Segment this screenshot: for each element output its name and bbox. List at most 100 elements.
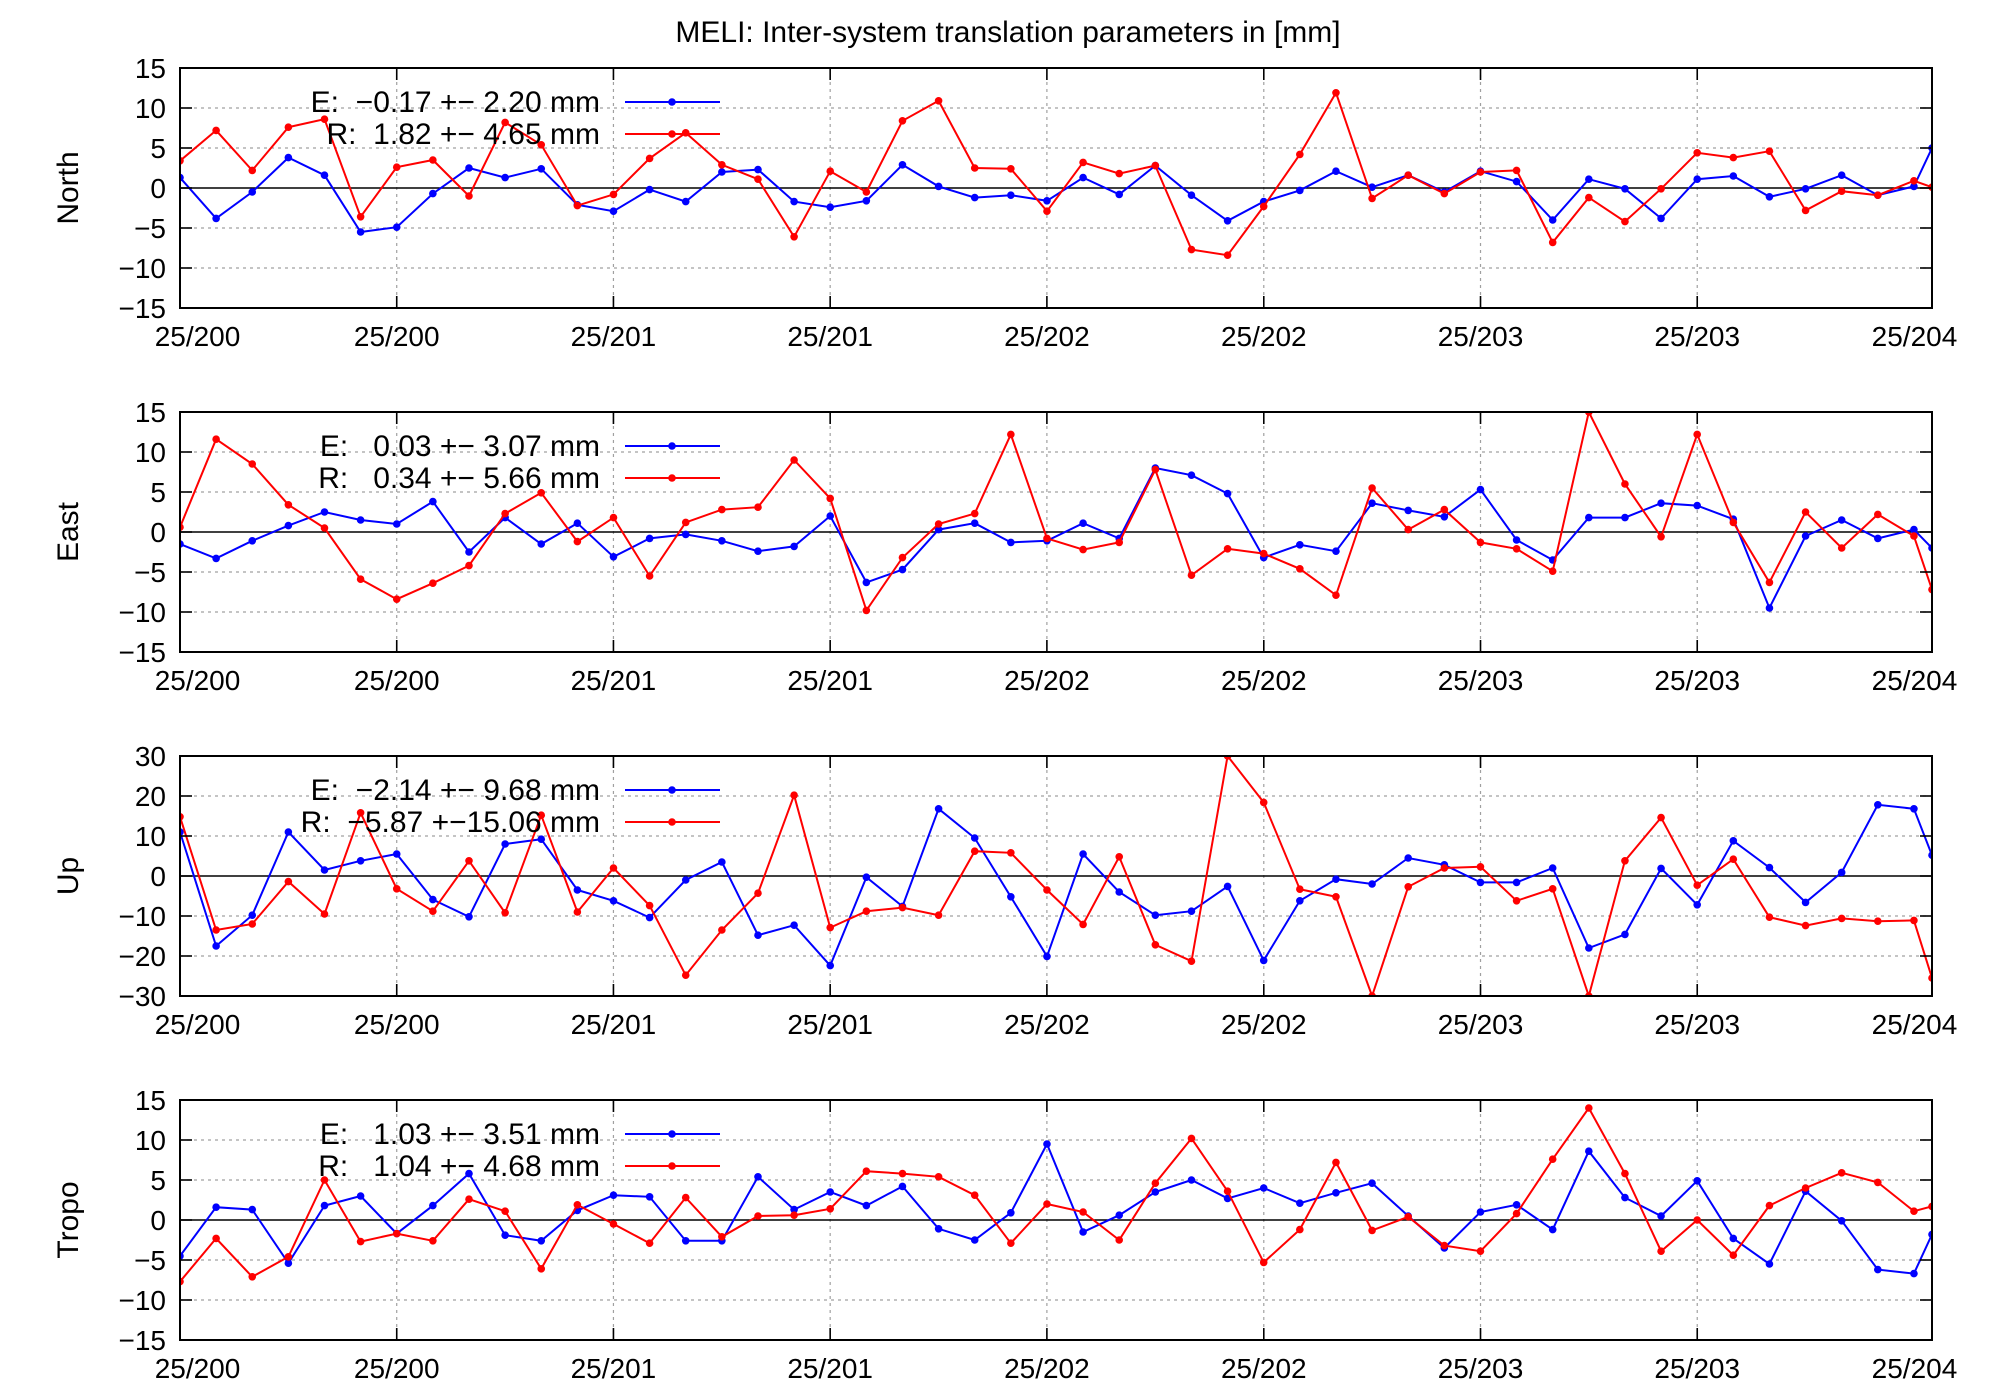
data-point-r [392, 885, 401, 893]
y-tick-label: 0 [150, 861, 166, 892]
data-point-r [1476, 168, 1485, 176]
x-tick-label: 25/204 [1872, 1353, 1958, 1384]
data-point-r [970, 509, 979, 518]
data-point-r [320, 1176, 329, 1184]
y-tick-label: −10 [119, 901, 167, 932]
data-point-e [1801, 898, 1810, 907]
data-point-e [1187, 1176, 1196, 1184]
data-point-e [1693, 501, 1701, 510]
data-point-r [1296, 1225, 1304, 1234]
data-point-r [1332, 893, 1340, 901]
data-point-r [248, 460, 257, 468]
data-point-e [1332, 875, 1340, 883]
data-point-e [1332, 1189, 1340, 1197]
data-point-e [1874, 534, 1882, 543]
data-point-r [898, 903, 907, 912]
data-point-r [862, 907, 871, 915]
y-tick-label: −20 [119, 941, 167, 972]
data-point-e [826, 203, 835, 211]
data-point-r [645, 154, 654, 163]
data-point-e [1837, 868, 1846, 877]
data-point-r [1512, 166, 1521, 175]
data-point-r [970, 164, 979, 172]
data-point-r [1476, 863, 1485, 871]
data-point-r [681, 971, 690, 979]
x-tick-label: 25/200 [354, 665, 440, 696]
data-point-r [1874, 917, 1882, 925]
data-point-e [862, 873, 871, 881]
data-point-e [1837, 171, 1846, 179]
data-point-r [537, 141, 546, 149]
data-point-e [681, 197, 690, 206]
data-point-e [754, 931, 762, 939]
data-point-r [1296, 150, 1304, 159]
y-tick-label: −10 [119, 1285, 167, 1316]
legend-label-r: R: 0.34 +− 5.66 mm [318, 462, 600, 495]
data-point-e [429, 189, 437, 198]
data-point-r [790, 1211, 798, 1219]
data-point-r [1837, 544, 1846, 552]
series-line-e [180, 147, 1932, 234]
data-point-r [718, 1233, 726, 1241]
data-point-r [1440, 1241, 1449, 1250]
data-point-e [320, 1201, 329, 1210]
x-tick-label: 25/201 [787, 321, 873, 352]
data-point-r [681, 518, 690, 527]
data-point-e [1621, 185, 1629, 193]
data-point-r [1368, 194, 1376, 203]
series-line-e [180, 466, 1932, 611]
data-point-r [1801, 1184, 1810, 1192]
data-point-r [1621, 217, 1629, 226]
data-point-e [826, 512, 835, 520]
x-tick-label: 25/203 [1438, 1353, 1524, 1384]
data-point-e [248, 1205, 257, 1214]
data-point-r [429, 907, 437, 915]
data-point-e [681, 876, 690, 884]
data-point-r [1910, 1207, 1918, 1215]
y-tick-label: −30 [119, 981, 167, 1012]
x-tick-label: 25/202 [1004, 665, 1090, 696]
data-point-r [898, 553, 907, 562]
x-tick-label: 25/203 [1654, 1009, 1740, 1040]
data-point-r [248, 166, 257, 175]
data-point-r [1765, 913, 1774, 921]
data-point-r [1837, 1169, 1846, 1177]
data-point-r [573, 1201, 582, 1209]
x-tick-label: 25/201 [571, 1009, 657, 1040]
data-point-e [718, 168, 726, 176]
data-point-r [1007, 165, 1015, 173]
data-point-e [645, 185, 654, 194]
data-point-e [1079, 519, 1087, 527]
data-point-e [754, 165, 762, 174]
series-r [180, 89, 1932, 259]
data-point-r [284, 877, 293, 886]
data-point-e [537, 835, 546, 843]
data-point-r [573, 201, 582, 210]
data-point-e [862, 578, 871, 587]
data-point-r [1874, 510, 1882, 519]
data-point-e [1548, 864, 1557, 872]
data-point-e [1548, 1225, 1557, 1234]
x-tick-label: 25/201 [571, 321, 657, 352]
series-line-e [180, 1141, 1932, 1275]
data-point-e [1729, 172, 1738, 180]
data-point-e [284, 153, 293, 162]
data-point-e [1187, 907, 1196, 915]
y-tick-label: −15 [119, 1325, 167, 1356]
data-point-r [1079, 1208, 1087, 1216]
data-point-e [1910, 182, 1918, 191]
series-line-r [180, 412, 1932, 613]
data-point-e [248, 188, 257, 196]
x-tick-label: 25/200 [354, 321, 440, 352]
data-point-e [1368, 499, 1376, 508]
x-tick-label: 25/200 [155, 1009, 241, 1040]
data-point-e [862, 1201, 871, 1210]
data-point-r [1693, 1216, 1701, 1224]
data-point-r [1259, 1258, 1268, 1267]
data-point-r [1621, 857, 1629, 865]
data-point-r [1440, 189, 1449, 198]
data-point-r [1332, 89, 1340, 97]
series-line-r [180, 90, 1932, 257]
data-point-e [284, 1259, 293, 1267]
